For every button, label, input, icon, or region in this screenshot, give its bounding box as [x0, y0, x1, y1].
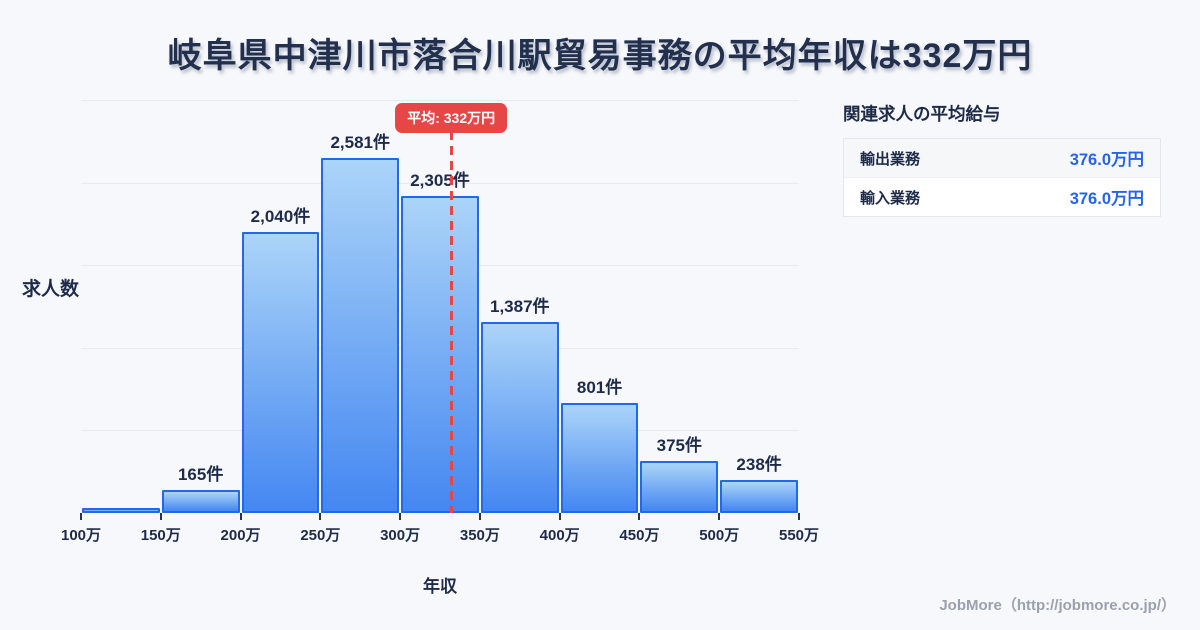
x-tick-label: 250万 — [300, 527, 341, 544]
y-axis-label: 求人数 — [22, 279, 80, 300]
bar — [161, 490, 240, 513]
bar-value-label: 801件 — [576, 377, 623, 397]
bar-value-label: 1,387件 — [489, 297, 550, 317]
bar — [401, 195, 479, 513]
x-tick — [638, 513, 641, 520]
bar-value-label: 2,040件 — [250, 207, 311, 227]
footer-credit: JobMore（http://jobmore.co.jp/） — [939, 597, 1176, 614]
x-tick — [239, 513, 242, 520]
bar — [241, 232, 320, 513]
related-row: 輸入業務 376.0万円 — [844, 178, 1160, 216]
x-tick-label: 500万 — [699, 527, 740, 544]
bar — [82, 508, 160, 513]
bar — [480, 322, 559, 513]
x-tick — [558, 513, 561, 520]
related-row: 輸出業務 376.0万円 — [844, 139, 1160, 178]
x-tick-label: 200万 — [220, 527, 261, 544]
x-tick — [718, 513, 721, 520]
x-tick-label: 300万 — [380, 527, 421, 544]
related-row-label: 輸入業務 — [860, 189, 921, 207]
bar-value-label: 2,581件 — [330, 132, 390, 152]
x-tick — [399, 513, 402, 520]
x-tick — [478, 513, 481, 520]
x-axis-label: 年収 — [423, 577, 457, 596]
bar-value-label: 375件 — [656, 436, 703, 456]
bar — [640, 461, 719, 513]
related-row-value: 376.0万円 — [1069, 190, 1144, 208]
x-tick-label: 150万 — [140, 527, 181, 544]
x-tick — [798, 513, 800, 520]
related-row-value: 376.0万円 — [1069, 151, 1144, 169]
bar-value-label: 238件 — [736, 455, 782, 475]
gridline — [81, 100, 799, 101]
x-tick — [80, 513, 82, 520]
bar-value-label: 2,305件 — [410, 170, 470, 190]
x-tick — [159, 513, 162, 520]
x-tick-label: 450万 — [619, 527, 660, 544]
bar — [560, 402, 639, 513]
bar — [720, 480, 798, 513]
x-tick-label: 550万 — [778, 527, 820, 544]
average-line — [449, 131, 453, 513]
related-salary-card: 輸出業務 376.0万円 輸入業務 376.0万円 — [843, 138, 1161, 217]
x-tick-label: 350万 — [459, 527, 500, 544]
bar-value-label: 165件 — [177, 465, 224, 485]
x-tick-label: 100万 — [60, 527, 102, 544]
related-panel-heading: 関連求人の平均給与 — [843, 104, 1001, 124]
x-tick-label: 400万 — [539, 527, 580, 544]
related-row-label: 輸出業務 — [860, 150, 921, 168]
gridline — [81, 182, 799, 184]
bar — [321, 157, 400, 513]
page-title: 岐阜県中津川市落合川駅貿易事務の平均年収は332万円 — [167, 37, 1033, 75]
x-tick — [319, 513, 322, 520]
average-label: 平均: 332万円 — [395, 103, 508, 133]
plot-area: 165件 2,040件 2,581件 2,305件 1,387件 801件 375件 238件… — [61, 100, 819, 544]
